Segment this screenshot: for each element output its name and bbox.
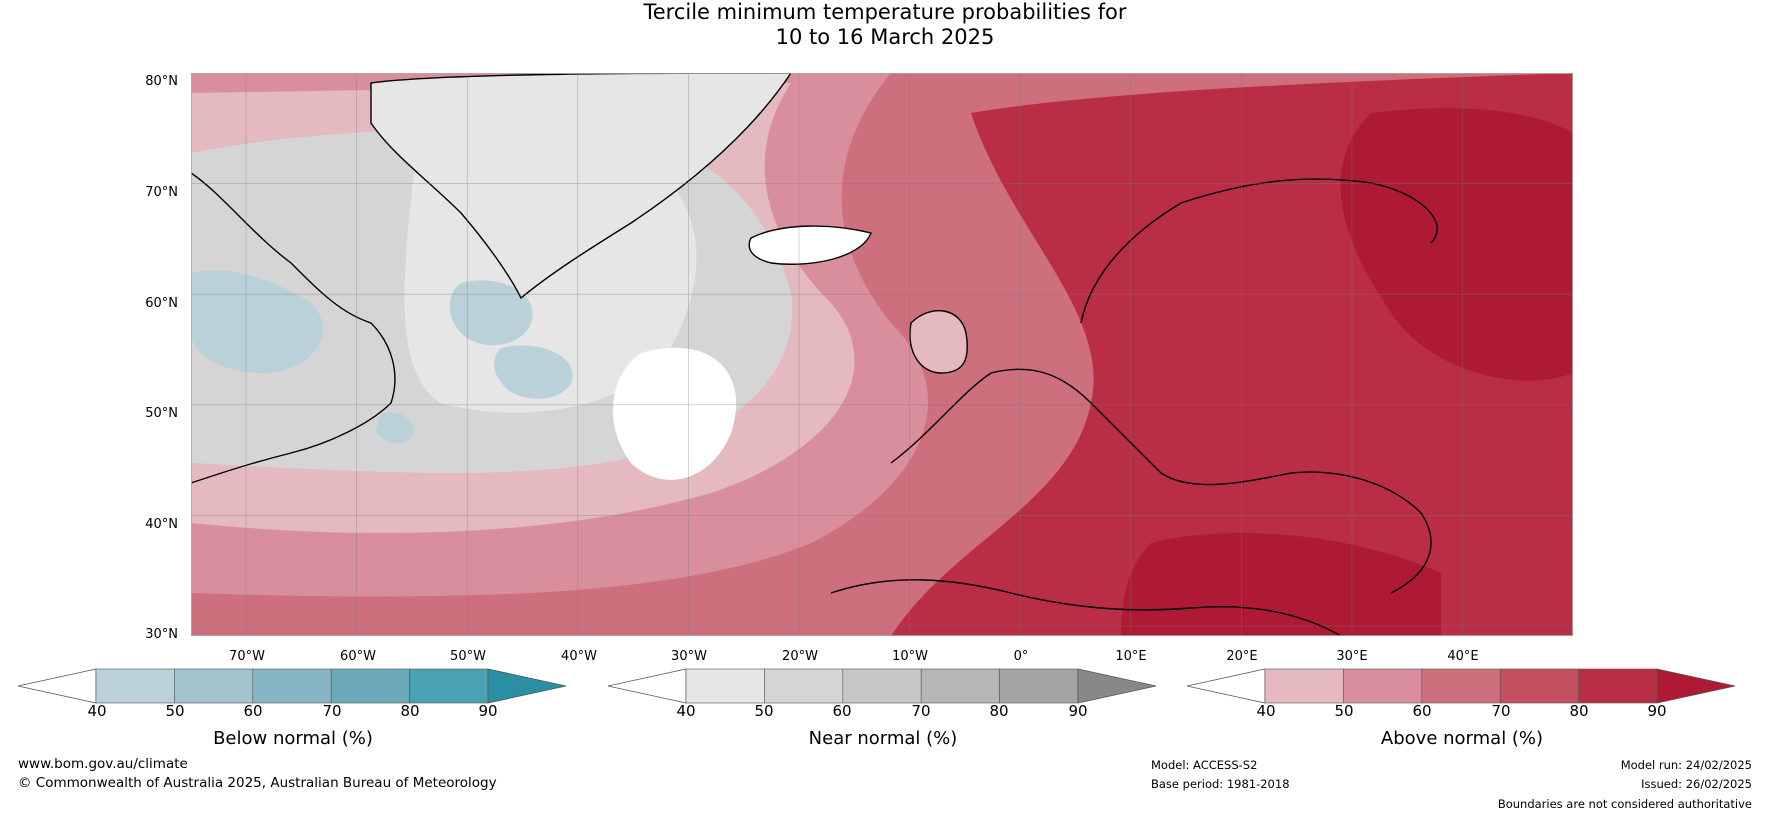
colorbar-segment [330, 668, 410, 704]
near-tick-70: 70 [911, 702, 931, 720]
colorbar-near-normal [608, 668, 1157, 704]
colorbar-segment [764, 668, 844, 704]
base-period-text: Base period: 1981-2018 [1151, 777, 1290, 791]
colorbar-over-triangle [1656, 668, 1736, 704]
colorbar-below-normal [18, 668, 567, 704]
above-tick-70: 70 [1491, 702, 1511, 720]
probability-map [191, 73, 1573, 636]
issued-text: Issued: 26/02/2025 [1641, 777, 1752, 791]
lon-label-0: 0° [1013, 649, 1029, 664]
colorbar-near-segments [608, 668, 1157, 704]
model-run-text: Model run: 24/02/2025 [1620, 758, 1752, 772]
below-tick-90: 90 [478, 702, 498, 720]
above-tick-40: 40 [1256, 702, 1276, 720]
lon-label-10e: 10°E [1115, 649, 1147, 664]
below-normal-region-3 [494, 345, 573, 399]
disclaimer-text: Boundaries are not considered authoritat… [1497, 797, 1752, 811]
colorbar-segment [409, 668, 489, 704]
lon-label-30e: 30°E [1336, 649, 1368, 664]
iceland [748, 225, 872, 265]
colorbar-segment [1343, 668, 1423, 704]
colorbar-over-triangle [487, 668, 567, 704]
colorbar-segment [1264, 668, 1344, 704]
africa-coast [830, 579, 1342, 636]
map-frame [191, 73, 1573, 636]
colorbar-segment [842, 668, 922, 704]
colorbar-segment [685, 668, 765, 704]
colorbar-segment [252, 668, 332, 704]
lat-label-60n: 60°N [145, 296, 178, 311]
lat-label-50n: 50°N [145, 406, 178, 421]
white-region-2 [612, 347, 737, 480]
lat-label-40n: 40°N [145, 517, 178, 532]
colorbar-segment [174, 668, 254, 704]
chart-title: Tercile minimum temperature probabilitie… [0, 0, 1770, 50]
lon-label-70w: 70°W [229, 649, 265, 664]
lon-label-40e: 40°E [1447, 649, 1479, 664]
colorbar-above-label: Above normal (%) [1380, 728, 1544, 749]
below-normal-region-2 [449, 280, 533, 346]
near-tick-50: 50 [754, 702, 774, 720]
colorbar-segment [1421, 668, 1501, 704]
colorbar-above-segments [1187, 668, 1736, 704]
below-normal-region-4 [376, 412, 414, 444]
colorbar-above-normal [1187, 668, 1736, 704]
above-tick-60: 60 [1412, 702, 1432, 720]
near-tick-90: 90 [1068, 702, 1088, 720]
lon-label-60w: 60°W [340, 649, 376, 664]
colorbar-segment [1578, 668, 1658, 704]
scandinavia-coast [1080, 178, 1438, 324]
website-link[interactable]: www.bom.gov.au/climate [18, 756, 188, 772]
above-tick-50: 50 [1334, 702, 1354, 720]
map-panel [191, 73, 1573, 636]
model-text: Model: ACCESS-S2 [1151, 758, 1258, 772]
lon-label-40w: 40°W [561, 649, 597, 664]
above-normal-max-region-med [1121, 533, 1441, 636]
below-tick-60: 60 [243, 702, 263, 720]
below-tick-40: 40 [87, 702, 107, 720]
british-isles [909, 309, 968, 374]
below-normal-region-1 [191, 270, 323, 373]
lon-label-50w: 50°W [450, 649, 486, 664]
colorbar-below-label: Below normal (%) [213, 728, 373, 749]
lat-label-30n: 30°N [145, 627, 178, 642]
colorbar-segment [999, 668, 1079, 704]
colorbar-over-triangle [1077, 668, 1157, 704]
colorbar-segment [95, 668, 175, 704]
colorbar-below-segments [18, 668, 567, 704]
lon-label-30w: 30°W [671, 649, 707, 664]
title-line-2: 10 to 16 March 2025 [775, 25, 995, 49]
near-tick-80: 80 [989, 702, 1009, 720]
europe-coast [890, 368, 1432, 594]
colorbar-near-label: Near normal (%) [808, 728, 958, 749]
above-tick-90: 90 [1647, 702, 1667, 720]
near-tick-60: 60 [832, 702, 852, 720]
below-tick-80: 80 [400, 702, 420, 720]
below-tick-50: 50 [165, 702, 185, 720]
above-normal-max-region [1340, 108, 1573, 381]
title-line-1: Tercile minimum temperature probabilitie… [643, 0, 1127, 24]
lon-label-20e: 20°E [1226, 649, 1258, 664]
lon-label-20w: 20°W [782, 649, 818, 664]
colorbar-under-triangle [1187, 668, 1266, 704]
colorbar-under-triangle [608, 668, 687, 704]
lon-label-10w: 10°W [892, 649, 928, 664]
colorbar-segment [920, 668, 1000, 704]
colorbar-under-triangle [18, 668, 97, 704]
gridlines [191, 73, 1573, 636]
below-tick-70: 70 [322, 702, 342, 720]
lat-label-70n: 70°N [145, 185, 178, 200]
north-america-coast [191, 172, 396, 484]
near-tick-40: 40 [676, 702, 696, 720]
above-tick-80: 80 [1569, 702, 1589, 720]
lat-label-80n: 80°N [145, 74, 178, 89]
colorbar-segment [1499, 668, 1579, 704]
copyright-text: © Commonwealth of Australia 2025, Austra… [18, 775, 497, 791]
